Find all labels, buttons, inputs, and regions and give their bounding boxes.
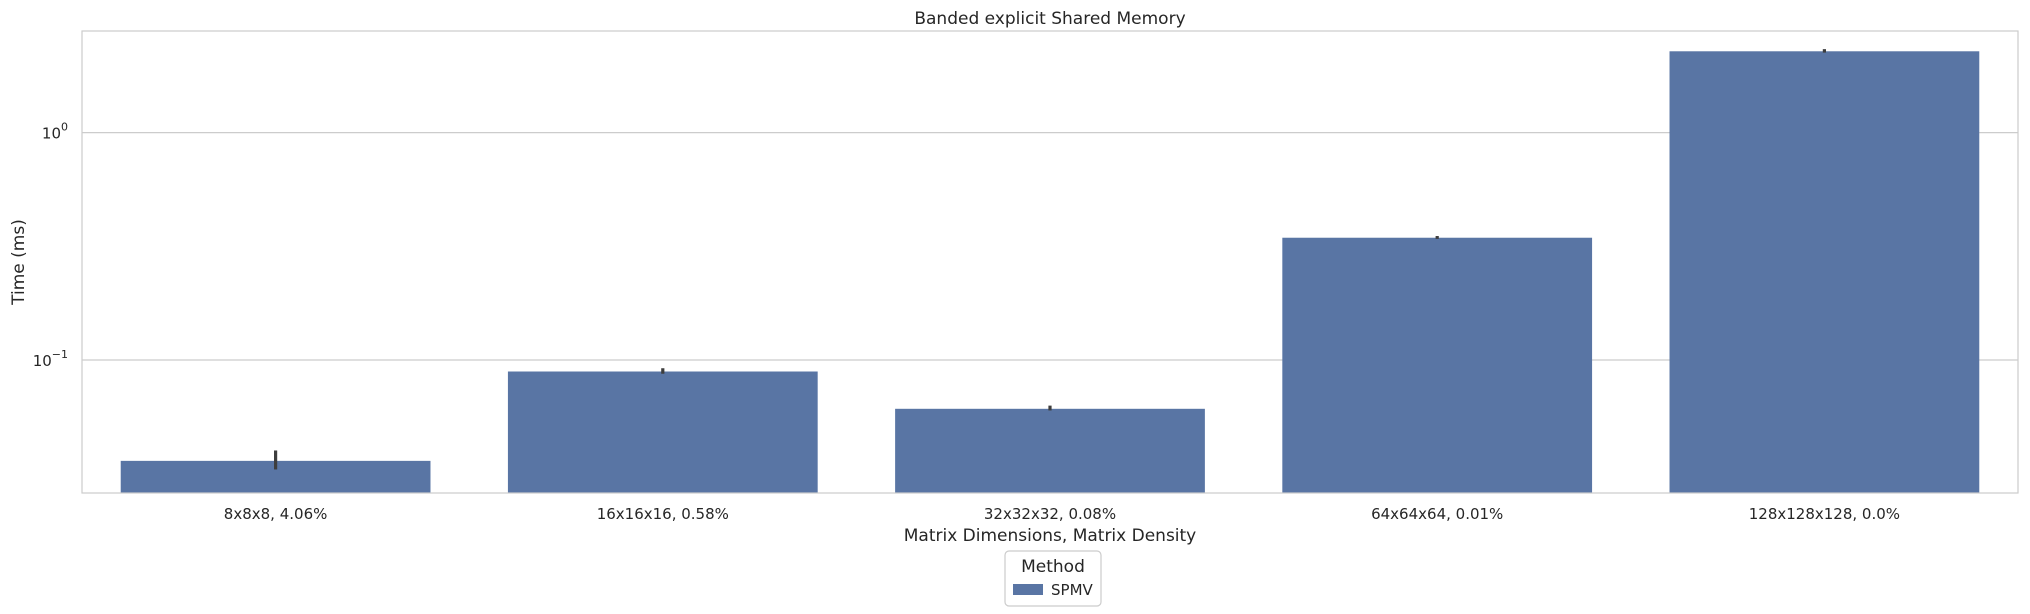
y-tick-exponent: −1 bbox=[52, 348, 68, 361]
legend-swatch-spmv bbox=[1013, 584, 1043, 595]
x-tick-labels: 8x8x8, 4.06% 16x16x16, 0.58% 32x32x32, 0.0… bbox=[224, 505, 1900, 523]
y-tick-exponent: 0 bbox=[61, 121, 68, 134]
legend-label-spmv: SPMV bbox=[1051, 581, 1094, 599]
bar bbox=[1282, 237, 1593, 493]
bar bbox=[895, 408, 1205, 493]
x-tick-label: 32x32x32, 0.08% bbox=[984, 505, 1116, 523]
y-tick-base: 10 bbox=[42, 125, 61, 143]
y-tick-base: 10 bbox=[33, 352, 52, 370]
y-tick-label: 10−1 bbox=[33, 348, 68, 370]
x-tick-label: 8x8x8, 4.06% bbox=[224, 505, 328, 523]
y-axis-label: Time (ms) bbox=[9, 219, 29, 306]
legend: Method SPMV bbox=[1004, 550, 1102, 607]
plot-frame bbox=[81, 30, 2019, 494]
x-axis-label: Matrix Dimensions, Matrix Density bbox=[904, 526, 1197, 546]
x-tick-label: 16x16x16, 0.58% bbox=[597, 505, 729, 523]
chart-title: Banded explicit Shared Memory bbox=[914, 9, 1185, 29]
bar bbox=[1669, 51, 1980, 493]
y-tick-label: 100 bbox=[42, 121, 68, 143]
bar bbox=[507, 371, 818, 493]
x-tick-label: 128x128x128, 0.0% bbox=[1749, 505, 1900, 523]
bars bbox=[120, 51, 1980, 493]
error-bars bbox=[274, 49, 1827, 470]
x-tick-label: 64x64x64, 0.01% bbox=[1371, 505, 1503, 523]
legend-title: Method bbox=[1021, 557, 1085, 577]
